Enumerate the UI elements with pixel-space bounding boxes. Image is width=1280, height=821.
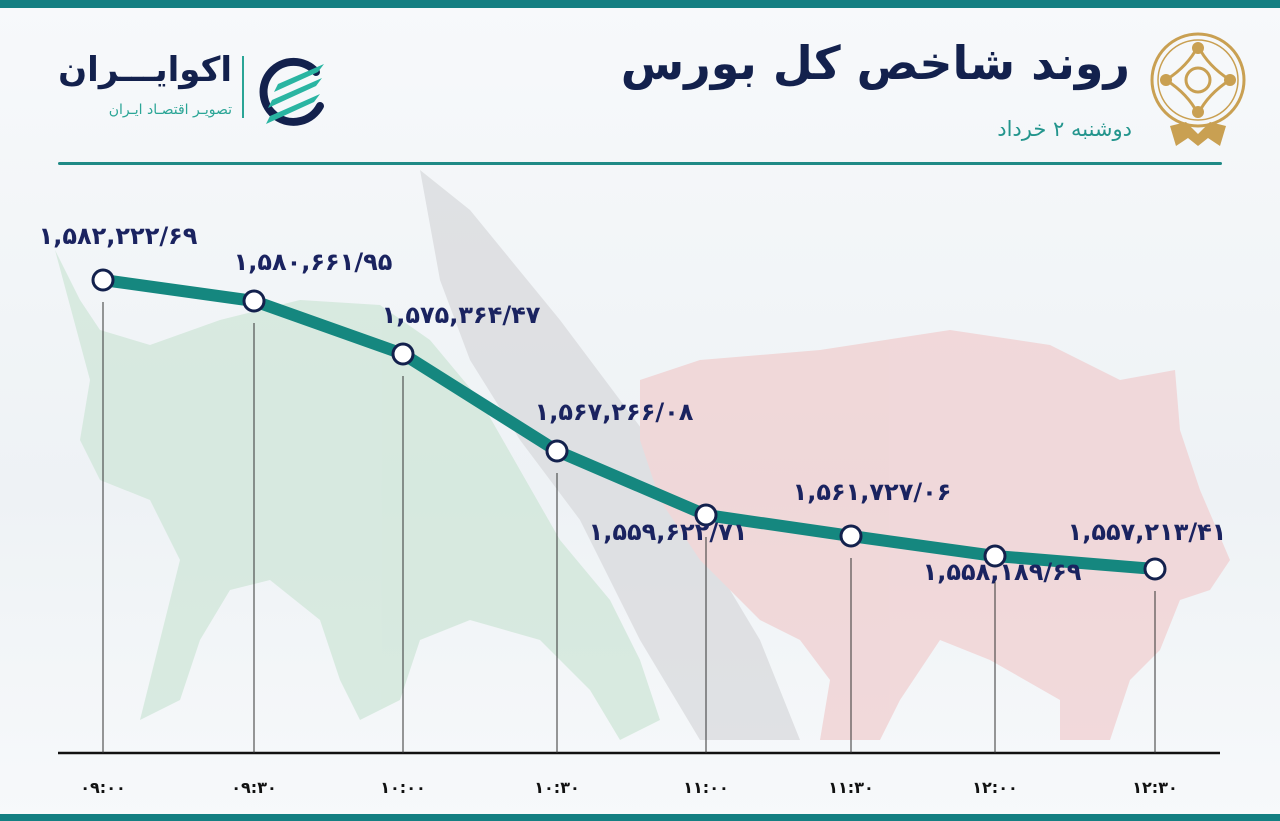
data-point-marker bbox=[694, 503, 718, 527]
brand-name: اکوایـــران bbox=[58, 50, 232, 90]
x-tick-label: ۱۰:۳۰ bbox=[534, 778, 580, 797]
chart-title: روند شاخص کل بورس bbox=[620, 36, 1131, 90]
x-tick-label: ۰۹:۳۰ bbox=[231, 778, 277, 797]
x-tick-label: ۱۲:۳۰ bbox=[1132, 778, 1178, 797]
divider-shape bbox=[420, 170, 800, 740]
bear-shape bbox=[640, 330, 1230, 740]
header-divider bbox=[58, 162, 1222, 165]
x-tick-label: ۱۱:۳۰ bbox=[828, 778, 874, 797]
chart-subtitle-date: دوشنبه ۲ خرداد bbox=[997, 117, 1132, 141]
x-tick-label: ۱۱:۰۰ bbox=[683, 778, 729, 797]
data-point-marker bbox=[545, 439, 569, 463]
brand-divider bbox=[242, 56, 244, 118]
bottom-accent-bar bbox=[0, 814, 1280, 821]
ecoiran-brand: اکوایـــران تصویـر اقتصـاد ایـران bbox=[58, 50, 340, 130]
data-point-marker bbox=[983, 544, 1007, 568]
data-point-marker bbox=[839, 524, 863, 548]
top-accent-bar bbox=[0, 0, 1280, 8]
data-label: ۱,۵۸۰,۶۶۱/۹۵ bbox=[233, 248, 393, 276]
data-point-marker bbox=[1143, 557, 1167, 581]
stock-exchange-emblem-icon bbox=[1150, 32, 1246, 146]
drop-lines bbox=[102, 302, 1156, 753]
brand-tagline: تصویـر اقتصـاد ایـران bbox=[108, 102, 232, 118]
ecoiran-logo-icon bbox=[259, 57, 324, 126]
x-tick-label: ۱۰:۰۰ bbox=[380, 778, 426, 797]
data-point-marker bbox=[242, 289, 266, 313]
bull-shape bbox=[55, 250, 660, 740]
data-label: ۱,۵۵۹,۶۲۲/۷۱ bbox=[588, 518, 748, 546]
data-markers bbox=[91, 268, 1167, 581]
data-label: ۱,۵۶۷,۲۶۶/۰۸ bbox=[534, 398, 694, 426]
x-tick-label: ۰۹:۰۰ bbox=[80, 778, 126, 797]
data-label: ۱,۵۸۲,۲۲۲/۶۹ bbox=[38, 222, 198, 250]
data-label: ۱,۵۵۷,۲۱۳/۴۱ bbox=[1067, 518, 1227, 546]
series-line bbox=[97, 274, 1161, 575]
x-tick-label: ۱۲:۰۰ bbox=[972, 778, 1018, 797]
data-point-marker bbox=[91, 268, 115, 292]
data-label: ۱,۵۶۱,۷۲۷/۰۶ bbox=[792, 478, 952, 506]
data-label: ۱,۵۵۸,۱۸۹/۶۹ bbox=[922, 558, 1082, 586]
data-label: ۱,۵۷۵,۳۶۴/۴۷ bbox=[381, 301, 541, 329]
data-point-marker bbox=[391, 342, 415, 366]
